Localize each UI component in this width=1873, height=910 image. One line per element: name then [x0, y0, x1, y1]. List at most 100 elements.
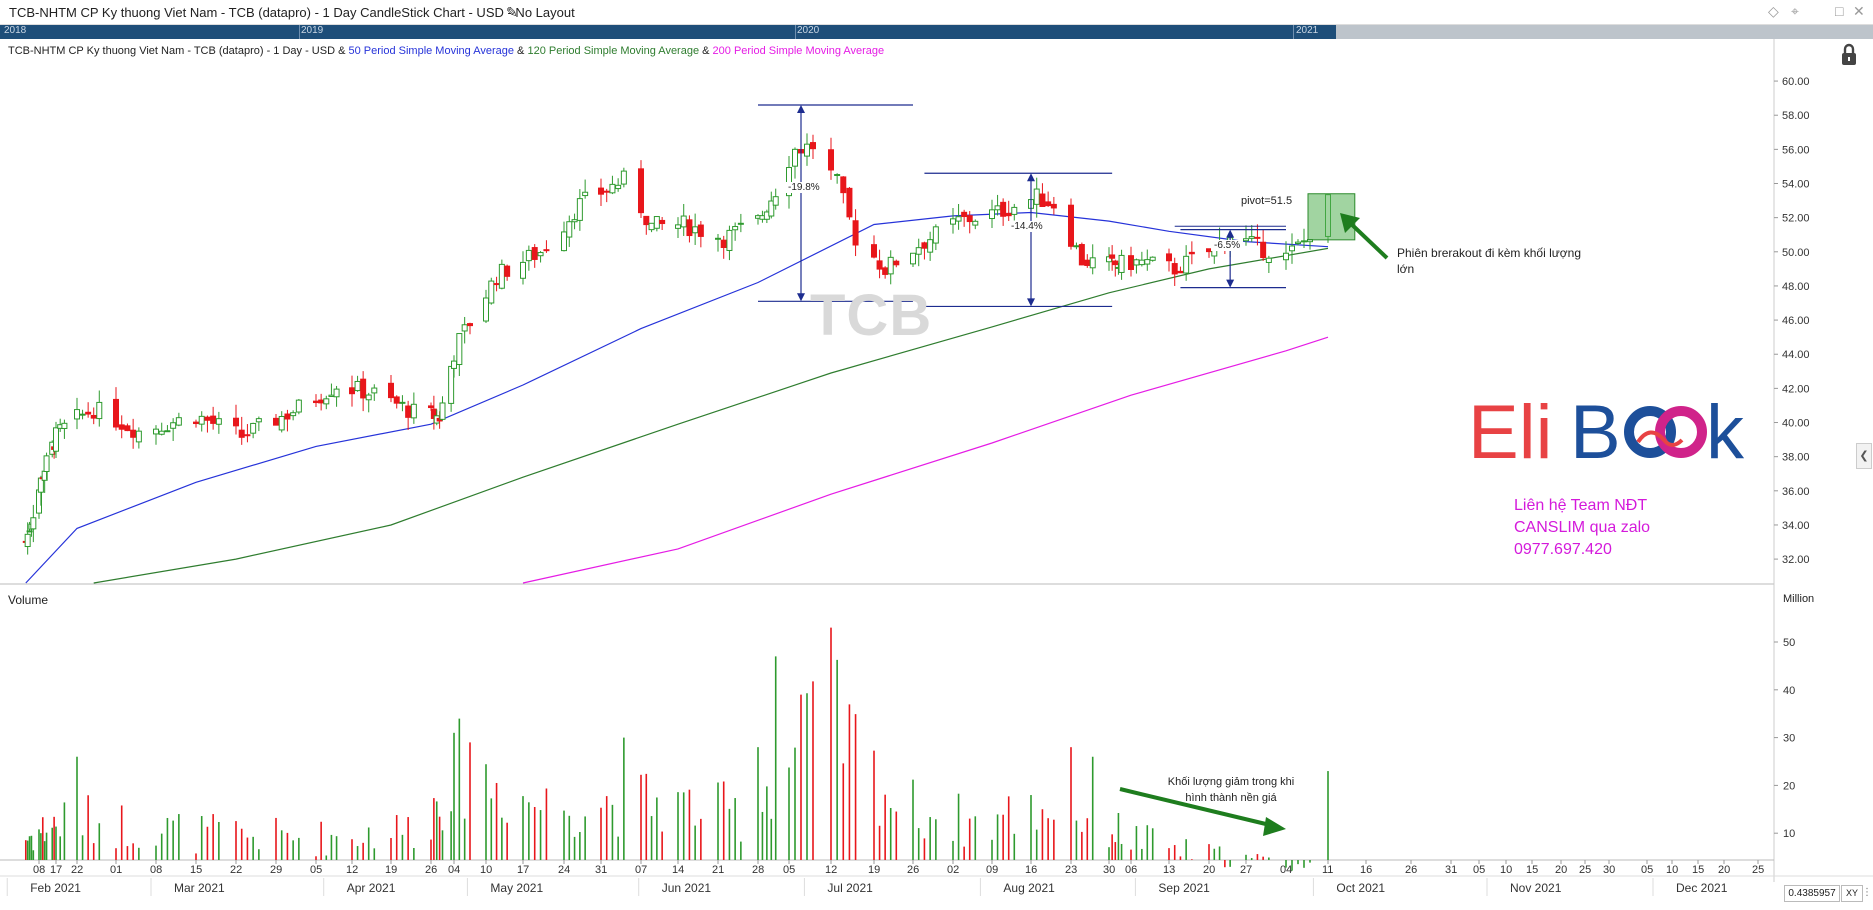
candle-body [61, 422, 68, 429]
date-tick-label: 30 [1103, 864, 1115, 876]
candle-body [1045, 201, 1052, 207]
candle-body [456, 333, 463, 366]
candle-body [493, 283, 500, 286]
candlestick-chart[interactable]: 60.00 58.00 56.00 54.00 52.00 50.00 48.00 46.00… [0, 39, 1873, 910]
date-tick-label: 25 [1579, 864, 1591, 876]
candle-body [238, 429, 245, 438]
candles-group [22, 133, 1331, 555]
symbol-watermark: TCB [810, 283, 933, 348]
time-navigator[interactable]: 2018 2019 2020 2021 [0, 25, 1873, 39]
svg-text:B: B [1570, 392, 1621, 468]
candle-body [439, 402, 446, 420]
candle-body [955, 216, 962, 222]
navigator-year-2019: 2019 [301, 25, 324, 36]
date-tick-label: 16 [1360, 864, 1372, 876]
pin-icon[interactable]: ◇ [1768, 3, 1779, 19]
bracket-arrow-head [1027, 298, 1035, 307]
lock-icon[interactable] [1838, 42, 1860, 68]
volume-tick-label: 20 [1783, 780, 1795, 792]
candle-body [399, 401, 406, 404]
date-tick-label: 28 [752, 864, 764, 876]
date-tick-label: 08 [33, 864, 45, 876]
candle-body [113, 398, 119, 428]
window-titlebar: TCB-NHTM CP Ky thuong Viet Nam - TCB (da… [0, 0, 1873, 25]
candle-body [961, 211, 968, 218]
month-label: Sep 2021 [1158, 881, 1210, 895]
candle-body [448, 365, 455, 404]
candle-body [30, 517, 37, 530]
candle-body [371, 387, 378, 394]
candle-body [318, 399, 325, 404]
candle-body [1068, 204, 1074, 247]
candle-body [483, 297, 489, 322]
candle-body [643, 215, 650, 226]
candle-body [130, 429, 137, 438]
zoom-handle-icon[interactable]: ⋮ [1862, 887, 1872, 898]
date-tick-label: 15 [1692, 864, 1704, 876]
candle-body [24, 533, 31, 548]
candle-body [1078, 244, 1085, 266]
candle-body [349, 387, 355, 395]
date-tick-label: 24 [558, 864, 570, 876]
date-tick-label: 16 [1025, 864, 1037, 876]
candle-body [648, 222, 655, 231]
candle-body [1000, 201, 1007, 217]
contact-info: Liên hệ Team NĐT CANSLIM qua zalo 0977.6… [1514, 495, 1650, 561]
candle-body [118, 424, 125, 430]
candle-body [1106, 256, 1112, 263]
date-tick-label: 04 [448, 864, 460, 876]
candle-body [1133, 259, 1140, 266]
candle-body [405, 405, 412, 418]
navigator-visible-range[interactable] [1336, 25, 1873, 39]
date-tick-label: 12 [825, 864, 837, 876]
legend-amp: & [699, 45, 713, 57]
unpin-icon[interactable]: ⌖ [1791, 3, 1799, 19]
candle-body [537, 252, 544, 257]
candle-body [737, 222, 744, 225]
date-tick-label: 20 [1718, 864, 1730, 876]
date-tick-label: 05 [1473, 864, 1485, 876]
xy-toggle-button[interactable]: XY [1841, 885, 1863, 902]
candle-body [96, 401, 103, 420]
candle-body [488, 280, 495, 304]
candle-body [1109, 254, 1116, 259]
date-tick-label: 08 [150, 864, 162, 876]
edit-pencil-icon[interactable]: ✎ [506, 4, 518, 20]
restore-window-icon[interactable]: □ [1835, 3, 1844, 19]
date-tick-label: 05 [310, 864, 322, 876]
candle-body [1188, 251, 1195, 255]
candle-body [290, 412, 297, 417]
candle-body [1283, 252, 1289, 261]
navigator-separator [1293, 25, 1294, 39]
candle-body [53, 427, 59, 452]
date-tick-label: 01 [110, 864, 122, 876]
close-window-icon[interactable]: ✕ [1853, 3, 1865, 19]
candle-body [1171, 263, 1178, 275]
candle-body [1084, 259, 1091, 266]
date-tick-label: 26 [1405, 864, 1417, 876]
candle-body [620, 170, 627, 185]
candle-body [26, 530, 33, 533]
candle-body [840, 176, 847, 194]
candle-body [882, 267, 889, 275]
date-tick-label: 17 [517, 864, 529, 876]
candle-body [1005, 212, 1012, 217]
price-tick-label: 42.00 [1782, 383, 1810, 395]
candle-body [1039, 193, 1046, 207]
candle-body [715, 237, 721, 240]
price-tick-label: 50.00 [1782, 247, 1810, 259]
candle-body [328, 394, 335, 397]
volume-bars-group [24, 627, 1329, 871]
side-panel-toggle-icon[interactable]: ❮ [1856, 443, 1872, 469]
month-label: Apr 2021 [347, 881, 396, 895]
legend-sma200: 200 Period Simple Moving Average [712, 45, 885, 57]
legend-amp: & [514, 45, 528, 57]
candle-body [1149, 256, 1156, 261]
candle-body [726, 229, 733, 251]
date-tick-label: 21 [712, 864, 724, 876]
svg-text:Eli: Eli [1468, 392, 1552, 468]
candle-body [1254, 236, 1261, 239]
candle-body [1144, 259, 1151, 265]
candle-body [697, 224, 704, 237]
date-tick-label: 22 [71, 864, 83, 876]
